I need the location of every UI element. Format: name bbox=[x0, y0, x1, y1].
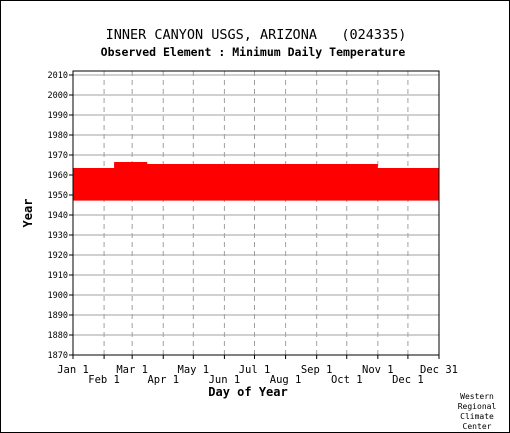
chart-title: INNER CANYON USGS, ARIZONA (024335) bbox=[106, 27, 407, 43]
x-tick-label: Mar 1 bbox=[116, 364, 148, 376]
credit-line-3: Climate bbox=[460, 412, 494, 421]
data-bar bbox=[73, 190, 439, 193]
x-tick-label: Feb 1 bbox=[88, 374, 120, 386]
data-bar bbox=[73, 188, 439, 191]
data-bar bbox=[73, 192, 439, 195]
data-bar bbox=[73, 174, 439, 177]
x-tick-label: May 1 bbox=[178, 364, 210, 376]
data-bar bbox=[73, 172, 439, 175]
y-tick-label: 1900 bbox=[48, 291, 68, 301]
data-bar bbox=[73, 180, 439, 183]
data-bar bbox=[114, 166, 378, 169]
data-bar bbox=[73, 198, 439, 201]
y-tick-label: 1880 bbox=[48, 331, 68, 341]
data-bar bbox=[73, 168, 439, 171]
chart-subtitle: Observed Element : Minimum Daily Tempera… bbox=[101, 45, 406, 59]
data-bar bbox=[73, 184, 439, 187]
y-tick-label: 1970 bbox=[48, 151, 68, 161]
y-tick-label: 1870 bbox=[48, 351, 68, 361]
data-bar bbox=[73, 182, 439, 185]
data-bars bbox=[73, 162, 439, 201]
data-bar bbox=[114, 164, 378, 167]
x-tick-label: Jul 1 bbox=[239, 364, 271, 376]
x-tick-label: Jun 1 bbox=[209, 374, 241, 386]
grid-lines bbox=[73, 71, 439, 356]
credit-line-2: Regional bbox=[458, 402, 497, 411]
data-bar bbox=[73, 170, 439, 173]
x-tick-label: Oct 1 bbox=[331, 374, 363, 386]
data-bar bbox=[73, 196, 439, 199]
x-tick-label: Aug 1 bbox=[270, 374, 302, 386]
credit-line-4: Center bbox=[463, 422, 492, 431]
y-tick-label: 1960 bbox=[48, 171, 68, 181]
data-bar bbox=[73, 178, 439, 181]
x-tick-label: Jan 1 bbox=[57, 364, 89, 376]
data-bar bbox=[73, 186, 439, 189]
y-tick-labels: 1870 1880 1890 1900 1910 1920 1930 1940 1950 1960… bbox=[48, 71, 73, 361]
y-tick-label: 2010 bbox=[48, 71, 68, 81]
y-tick-label: 1950 bbox=[48, 191, 68, 201]
y-tick-label: 1990 bbox=[48, 111, 68, 121]
credit-text: Western Regional Climate Center bbox=[458, 392, 497, 431]
y-tick-label: 1890 bbox=[48, 311, 68, 321]
data-bar bbox=[114, 162, 148, 165]
y-tick-label: 1930 bbox=[48, 231, 68, 241]
data-bar bbox=[73, 176, 439, 179]
credit-line-1: Western bbox=[460, 392, 494, 401]
y-tick-label: 2000 bbox=[48, 91, 68, 101]
y-tick-label: 1940 bbox=[48, 211, 68, 221]
y-tick-label: 1920 bbox=[48, 251, 68, 261]
data-bar bbox=[73, 194, 439, 197]
x-tick-label: Dec 1 bbox=[392, 374, 424, 386]
x-axis-label: Day of Year bbox=[208, 385, 287, 399]
y-axis-label: Year bbox=[21, 199, 35, 228]
y-tick-label: 1910 bbox=[48, 271, 68, 281]
x-tick-label: Apr 1 bbox=[147, 374, 179, 386]
x-tick-label: Nov 1 bbox=[362, 364, 394, 376]
x-tick-label: Sep 1 bbox=[301, 364, 333, 376]
x-tick-label: Dec 31 bbox=[420, 364, 458, 376]
y-tick-label: 1980 bbox=[48, 131, 68, 141]
plot-area-border bbox=[72, 70, 440, 356]
